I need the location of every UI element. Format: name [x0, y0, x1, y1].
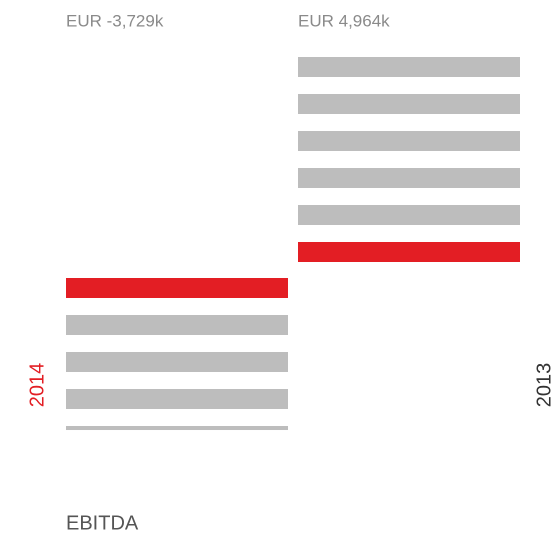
chart-title: EBITDA — [66, 512, 139, 534]
bar-stripe — [298, 205, 520, 225]
bar-stripe — [298, 168, 520, 188]
bar-stripe — [66, 426, 288, 431]
bar — [298, 57, 520, 262]
bar-stripe — [298, 57, 520, 77]
bar-stripe — [66, 315, 288, 335]
bar-stripe — [298, 94, 520, 114]
bar-stripe — [298, 131, 520, 151]
bar — [66, 278, 288, 431]
bar-stripe — [66, 389, 288, 409]
bar-stripe — [298, 242, 520, 262]
category-label: 2013 — [533, 363, 555, 408]
bar-stripe — [66, 278, 288, 298]
bar-stripe — [66, 352, 288, 372]
value-label: EUR 4,964k — [298, 11, 390, 30]
category-label: 2014 — [26, 363, 48, 408]
value-label: EUR -3,729k — [66, 11, 164, 30]
